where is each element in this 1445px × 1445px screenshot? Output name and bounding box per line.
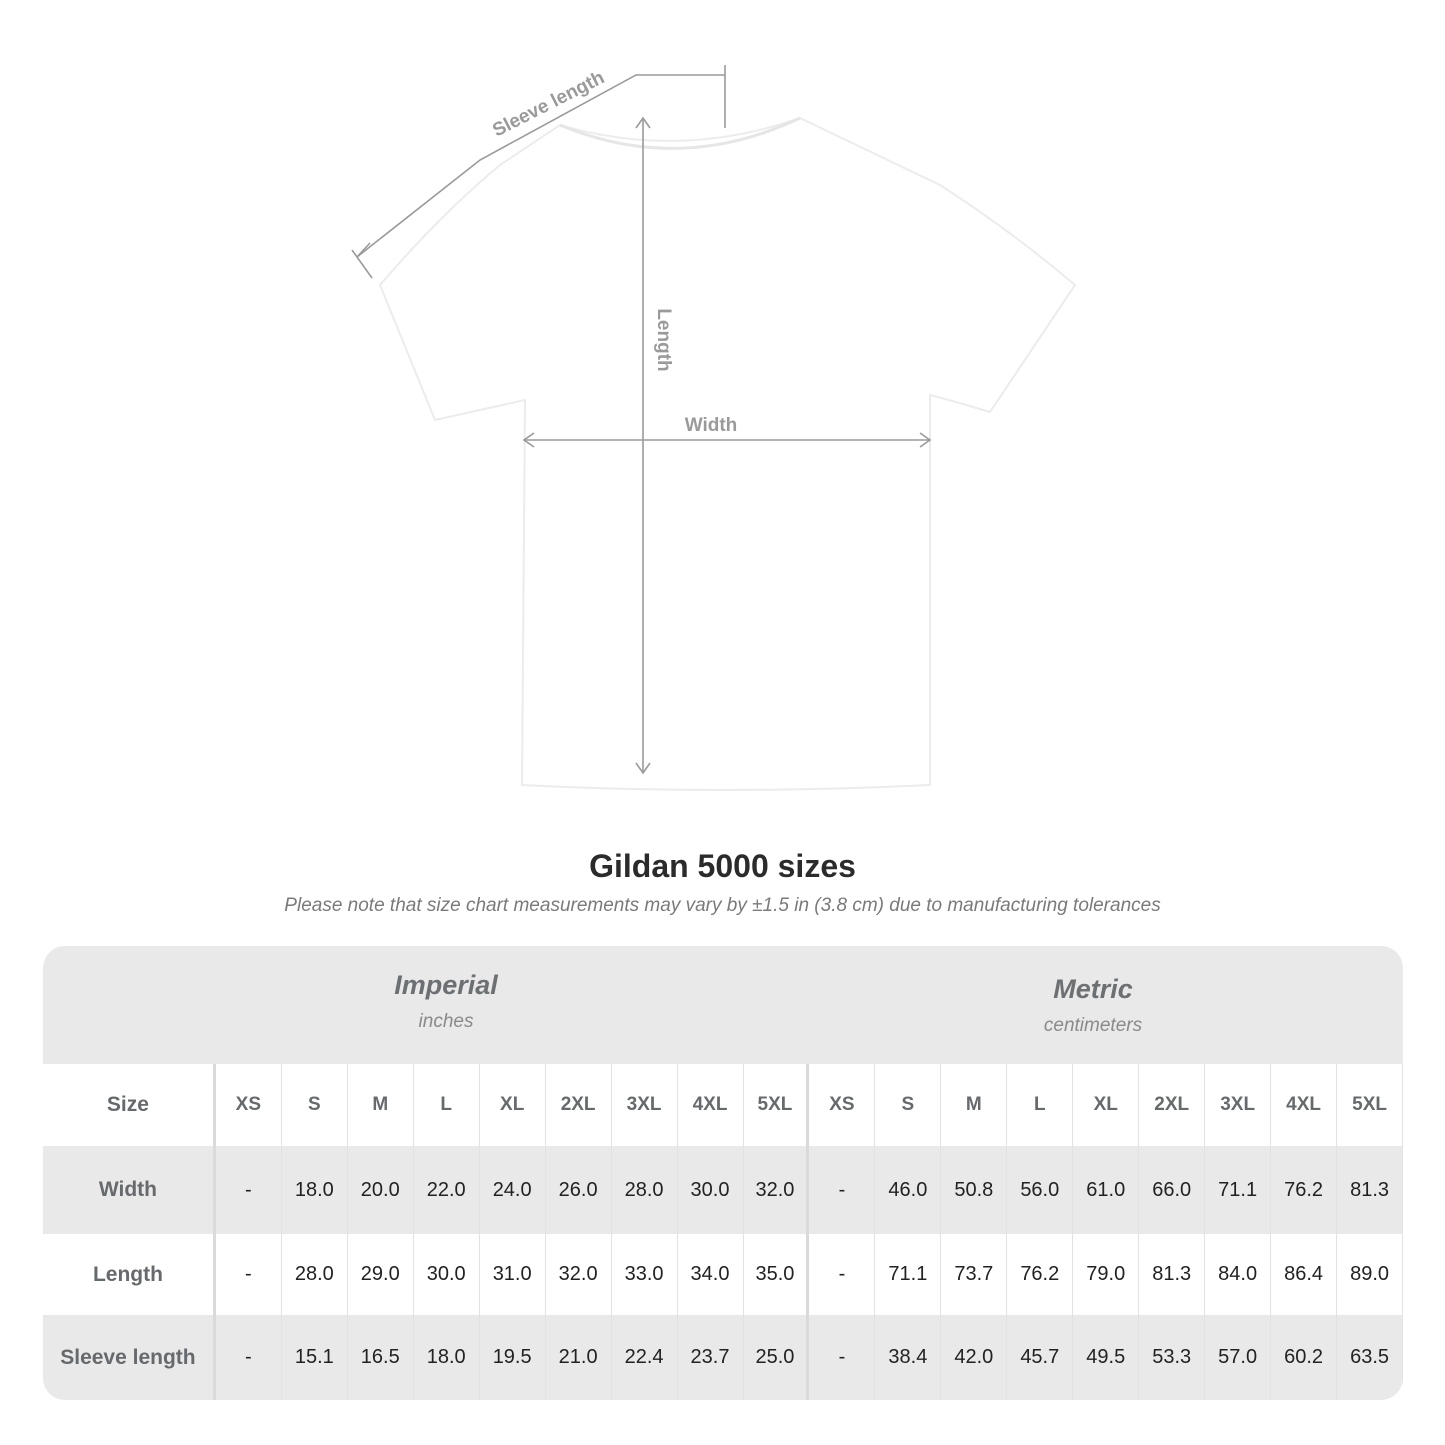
imperial-value-cell: 18.0 [414,1315,480,1400]
imperial-value-cell: 16.5 [348,1315,414,1400]
imperial-value-cell: 31.0 [480,1234,546,1315]
metric-value-cell: - [809,1146,876,1234]
size-header-cell: XS [809,1064,876,1146]
unit-header [43,946,1403,1064]
tshirt-diagram: Sleeve length Length Width [351,65,1077,791]
sleeve-length-line [356,74,725,258]
metric-value-cell: 63.5 [1337,1315,1403,1400]
size-header-cell: 2XL [546,1064,612,1146]
size-header-row: Size XS S M L XL 2XL 3XL 4XL 5XL XS S M L XL 2XL 3XL 4XL 5… [43,1064,1403,1146]
metric-value-cell: 53.3 [1139,1315,1206,1400]
metric-value-cell: 38.4 [875,1315,942,1400]
metric-value-cell: 66.0 [1139,1146,1206,1234]
size-header-cell: M [348,1064,414,1146]
size-header-cell: M [941,1064,1008,1146]
metric-value-cell: 89.0 [1337,1234,1403,1315]
size-header-cell: 4XL [1271,1064,1338,1146]
metric-value-cell: 50.8 [941,1146,1008,1234]
metric-value-cell: 46.0 [875,1146,942,1234]
length-label: Length [653,308,674,371]
metric-title: Metric [1053,974,1133,1004]
metric-value-cell: 57.0 [1205,1315,1272,1400]
table-row: Width -18.0 20.0 22.0 24.0 26.0 28.0 30.0 32.0-4… [43,1146,1403,1234]
imperial-value-cell: 19.5 [480,1315,546,1400]
metric-value-cell: 76.2 [1271,1146,1338,1234]
imperial-value-cell: 34.0 [678,1234,744,1315]
metric-header: Metric centimeters [863,974,1323,1037]
row-label: Size [43,1064,216,1146]
measurement-lines [351,65,932,775]
imperial-value-cell: 18.0 [282,1146,348,1234]
imperial-value-cell: 22.4 [612,1315,678,1400]
size-header-cell: S [875,1064,942,1146]
imperial-value-cell: - [216,1315,282,1400]
metric-value-cell: 86.4 [1271,1234,1338,1315]
width-label: Width [685,415,738,436]
imperial-value-cell: 26.0 [546,1146,612,1234]
size-header-cell: 5XL [744,1064,810,1146]
imperial-value-cell: 30.0 [678,1146,744,1234]
metric-value-cell: 56.0 [1007,1146,1074,1234]
imperial-value-cell: 21.0 [546,1315,612,1400]
size-header-cell: XL [1073,1064,1140,1146]
imperial-value-cell: 30.0 [414,1234,480,1315]
row-label: Length [43,1234,216,1315]
imperial-value-cell: 35.0 [744,1234,810,1315]
metric-value-cell: 71.1 [875,1234,942,1315]
size-header-cell: XL [480,1064,546,1146]
table-row: Length -28.0 29.0 30.0 31.0 32.0 33.0 34.0 35.0-… [43,1234,1403,1315]
metric-value-cell: 76.2 [1007,1234,1074,1315]
metric-value-cell: - [809,1234,876,1315]
metric-value-cell: 45.7 [1007,1315,1074,1400]
sleeve-length-label: Sleeve length [489,67,608,141]
size-header-cell: XS [216,1064,282,1146]
imperial-value-cell: - [216,1146,282,1234]
size-table: Imperial inches Metric centimeters Size X… [43,946,1403,1400]
imperial-value-cell: 32.0 [546,1234,612,1315]
chart-title: Gildan 5000 sizes [589,848,856,884]
metric-value-cell: 79.0 [1073,1234,1140,1315]
imperial-value-cell: 15.1 [282,1315,348,1400]
size-header-cell: L [1007,1064,1074,1146]
metric-value-cell: - [809,1315,876,1400]
imperial-value-cell: 33.0 [612,1234,678,1315]
metric-value-cell: 81.3 [1337,1146,1403,1234]
size-header-cell: 3XL [1205,1064,1272,1146]
metric-value-cell: 73.7 [941,1234,1008,1315]
imperial-value-cell: - [216,1234,282,1315]
imperial-value-cell: 28.0 [612,1146,678,1234]
row-label: Sleeve length [43,1315,216,1400]
table-row: Sleeve length -15.1 16.5 18.0 19.5 21.0 22.4 23… [43,1315,1403,1400]
imperial-header: Imperial inches [216,970,676,1033]
metric-value-cell: 81.3 [1139,1234,1206,1315]
size-header-cell: 4XL [678,1064,744,1146]
imperial-value-cell: 28.0 [282,1234,348,1315]
metric-value-cell: 42.0 [941,1315,1008,1400]
imperial-value-cell: 20.0 [348,1146,414,1234]
imperial-value-cell: 22.0 [414,1146,480,1234]
size-header-cell: 2XL [1139,1064,1206,1146]
size-header-cell: 5XL [1337,1064,1403,1146]
imperial-value-cell: 25.0 [744,1315,810,1400]
imperial-value-cell: 24.0 [480,1146,546,1234]
imperial-title: Imperial [394,970,498,1000]
size-header-cell: L [414,1064,480,1146]
size-header-cell: S [282,1064,348,1146]
tolerance-note: Please note that size chart measurements… [284,895,1161,916]
collar [559,116,801,150]
size-header-cell: 3XL [612,1064,678,1146]
imperial-value-cell: 32.0 [744,1146,810,1234]
row-label: Width [43,1146,216,1234]
metric-value-cell: 84.0 [1205,1234,1272,1315]
metric-unit: centimeters [1043,1015,1143,1036]
imperial-value-cell: 29.0 [348,1234,414,1315]
tshirt-image [378,116,1077,791]
imperial-unit: inches [418,1011,474,1032]
metric-value-cell: 71.1 [1205,1146,1272,1234]
metric-value-cell: 61.0 [1073,1146,1140,1234]
imperial-value-cell: 23.7 [678,1315,744,1400]
metric-value-cell: 60.2 [1271,1315,1338,1400]
metric-value-cell: 49.5 [1073,1315,1140,1400]
